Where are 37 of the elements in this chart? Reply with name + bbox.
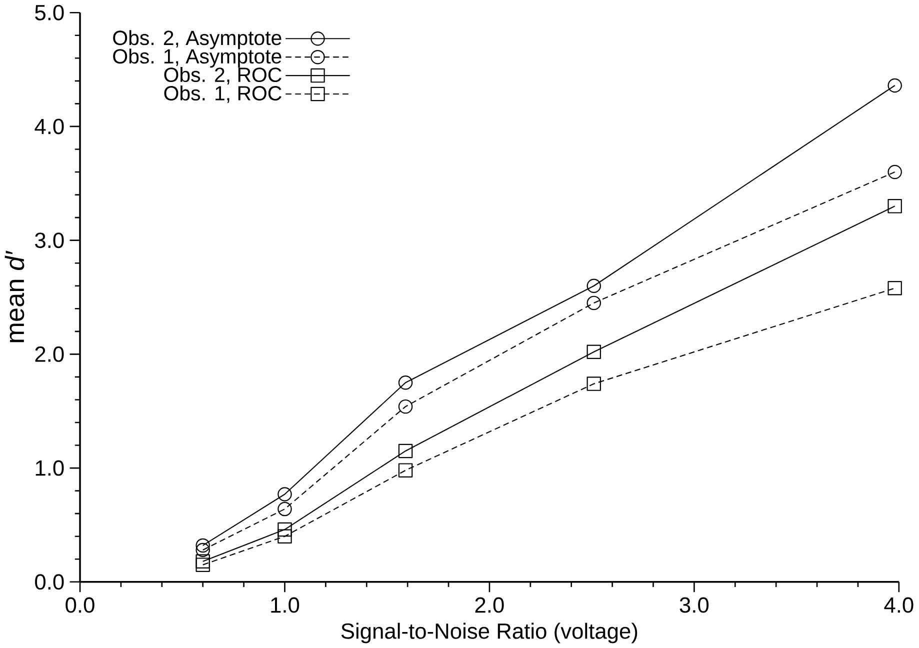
legend-label: Obs. 1, Asymptote: [113, 48, 282, 68]
point: [278, 529, 292, 544]
point: [586, 296, 601, 310]
x-tick-label: 0.0: [66, 597, 94, 613]
x-tick-label: 1.0: [271, 597, 300, 613]
point: [196, 538, 210, 553]
point: [586, 376, 601, 391]
y-tick-label: 2.0: [35, 346, 64, 362]
point: [196, 558, 210, 572]
point: [398, 444, 413, 458]
y-tick-label: 1.0: [36, 460, 64, 476]
point: [278, 522, 292, 537]
x-tick-label: 2.0: [475, 597, 504, 613]
point: [586, 344, 601, 359]
point: [398, 376, 413, 390]
y-tick-label: 5.0: [35, 4, 64, 20]
point: [888, 164, 902, 180]
x-tick-label: 3.0: [680, 597, 709, 613]
point: [278, 487, 292, 502]
point: [888, 78, 902, 93]
legend-label: Obs. 1, ROC: [164, 85, 282, 103]
y-axis-title: mean d′: [4, 250, 24, 342]
y-tick-label: 0.0: [35, 574, 64, 590]
point: [888, 281, 902, 296]
legend-label: Obs. 2, Asymptote: [113, 30, 282, 50]
x-axis-title: Signal-to-Noise Ratio (voltage): [341, 622, 638, 644]
x-tick-label: 4.0: [884, 597, 914, 613]
point: [196, 554, 210, 568]
y-tick-label: 4.0: [34, 118, 64, 134]
point: [586, 278, 601, 293]
point: [278, 502, 292, 516]
point: [888, 199, 902, 214]
point: [398, 399, 413, 414]
y-tick-label: 3.0: [35, 232, 64, 248]
point: [398, 463, 413, 478]
legend-label: Obs. 2, ROC: [164, 67, 282, 84]
point: [196, 542, 210, 558]
